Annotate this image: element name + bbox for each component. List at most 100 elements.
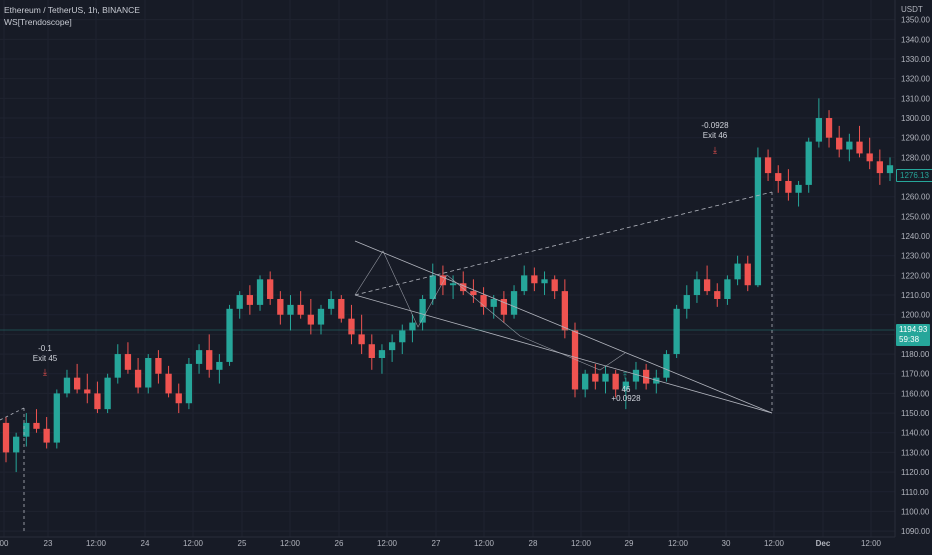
candle-body: [490, 298, 497, 307]
candle-body: [622, 381, 629, 390]
time-tick-label: 12:00: [764, 539, 785, 548]
time-tick-label: 12:00: [668, 539, 689, 548]
time-tick-label: 29: [625, 539, 634, 548]
chart-legend: Ethereum / TetherUS, 1h, BINANCE WS[Tren…: [4, 4, 140, 28]
projection-dashed-line: [354, 191, 773, 296]
time-tick-label: 27: [432, 539, 441, 548]
candle-body: [297, 304, 304, 315]
candle-body: [378, 350, 386, 358]
time-tick-label: 28: [529, 539, 538, 548]
candle-body: [439, 275, 447, 286]
candle-body: [104, 377, 111, 410]
candle-body: [693, 279, 701, 296]
cross-price-value: 1194.93: [899, 325, 928, 334]
candle-body: [673, 308, 680, 355]
price-tick-label: 1310.00: [901, 94, 930, 103]
last-price-tag: 1276.13: [896, 169, 932, 182]
candle-body: [216, 361, 223, 370]
candle-body: [195, 350, 203, 364]
candle-body: [429, 275, 436, 299]
candle-body: [419, 298, 426, 323]
exit-46-marker: -0.0928 Exit 46 ⤓: [701, 121, 729, 155]
candle-body: [348, 318, 355, 335]
candle-body: [744, 263, 751, 286]
candle-body: [582, 373, 589, 390]
price-tick-label: 1300.00: [901, 114, 930, 123]
candle-body: [541, 279, 548, 284]
candle-body: [13, 436, 20, 453]
indicator-title[interactable]: WS[Trendoscope]: [4, 17, 72, 27]
candle-body: [642, 369, 650, 384]
candle-body: [53, 393, 60, 443]
price-tick-label: 1320.00: [901, 75, 930, 84]
candle-body: [33, 422, 40, 429]
candle-body: [470, 291, 477, 296]
time-tick-label: 12:00: [86, 539, 107, 548]
candle-body: [775, 173, 782, 181]
price-tick-label: 1120.00: [901, 468, 930, 477]
candle-body: [256, 279, 264, 305]
candle-body: [226, 308, 233, 362]
candle-body: [663, 354, 670, 378]
candle-body: [612, 373, 619, 390]
price-tick-label: 1240.00: [901, 232, 930, 241]
time-tick-label: 30: [722, 539, 731, 548]
candle-body: [521, 275, 528, 292]
price-tick-label: 1290.00: [901, 134, 930, 143]
candle-body: [825, 118, 833, 138]
candle-body: [754, 157, 762, 286]
candle-body: [388, 342, 396, 351]
time-tick-label: Dec: [816, 539, 831, 548]
candle-body: [23, 422, 30, 437]
candle-body: [815, 118, 823, 142]
candle-body: [84, 389, 91, 394]
time-axis[interactable]: 00 23 12:00 24 12:00 25 12:00 26 12:00 27 12:00 28 1…: [0, 539, 882, 548]
candle-body: [724, 279, 731, 299]
candle-body: [510, 291, 518, 315]
price-tick-label: 1210.00: [901, 291, 930, 300]
candle-body: [175, 393, 182, 404]
candle-body: [114, 354, 121, 378]
time-tick-label: 00: [0, 539, 9, 548]
candle-body: [399, 330, 406, 343]
pattern-overlay: -0.1 Exit 45 ⤓ -0.0928 Exit 46 ⤓ ⤒ 46 +0…: [0, 121, 895, 533]
time-tick-label: 12:00: [571, 539, 592, 548]
candle-body: [287, 304, 294, 315]
time-tick-label: 12:00: [280, 539, 301, 548]
candle-body: [236, 295, 243, 309]
exit-46-label: Exit 46: [703, 131, 728, 140]
time-tick-label: 12:00: [861, 539, 882, 548]
candles: [2, 98, 894, 473]
entry-46-number: 46: [622, 385, 631, 394]
price-axis[interactable]: 1350.00 1340.00 1330.00 1320.00 1310.00 1300.…: [901, 16, 930, 536]
price-tick-label: 1100.00: [901, 507, 930, 516]
candle-body: [206, 350, 213, 370]
symbol-title[interactable]: Ethereum / TetherUS, 1h, BINANCE: [4, 5, 140, 15]
candle-body: [592, 373, 599, 382]
entry-46-marker: ⤒ 46 +0.0928: [611, 371, 641, 403]
candle-body: [338, 298, 345, 319]
countdown-timer: 59:38: [899, 335, 920, 344]
candle-body: [805, 141, 812, 185]
exit-45-marker: -0.1 Exit 45 ⤓: [33, 344, 58, 377]
candle-body: [531, 275, 538, 284]
candle-body: [277, 298, 284, 315]
wedge-upper-line: [354, 240, 773, 414]
candle-body: [368, 344, 375, 358]
wedge-zigzag: [354, 250, 626, 371]
price-tick-label: 1280.00: [901, 153, 930, 162]
price-tick-label: 1170.00: [901, 370, 930, 379]
candle-body: [836, 137, 843, 150]
exit-45-label: Exit 45: [33, 354, 58, 363]
candle-body: [267, 279, 274, 299]
candle-body: [561, 291, 569, 331]
price-tick-label: 1330.00: [901, 55, 930, 64]
price-tick-label: 1350.00: [901, 16, 930, 25]
price-tick-label: 1200.00: [901, 311, 930, 320]
candle-body: [43, 428, 50, 443]
candle-body: [856, 141, 863, 154]
price-tick-label: 1340.00: [901, 35, 930, 44]
candle-body: [307, 314, 314, 325]
